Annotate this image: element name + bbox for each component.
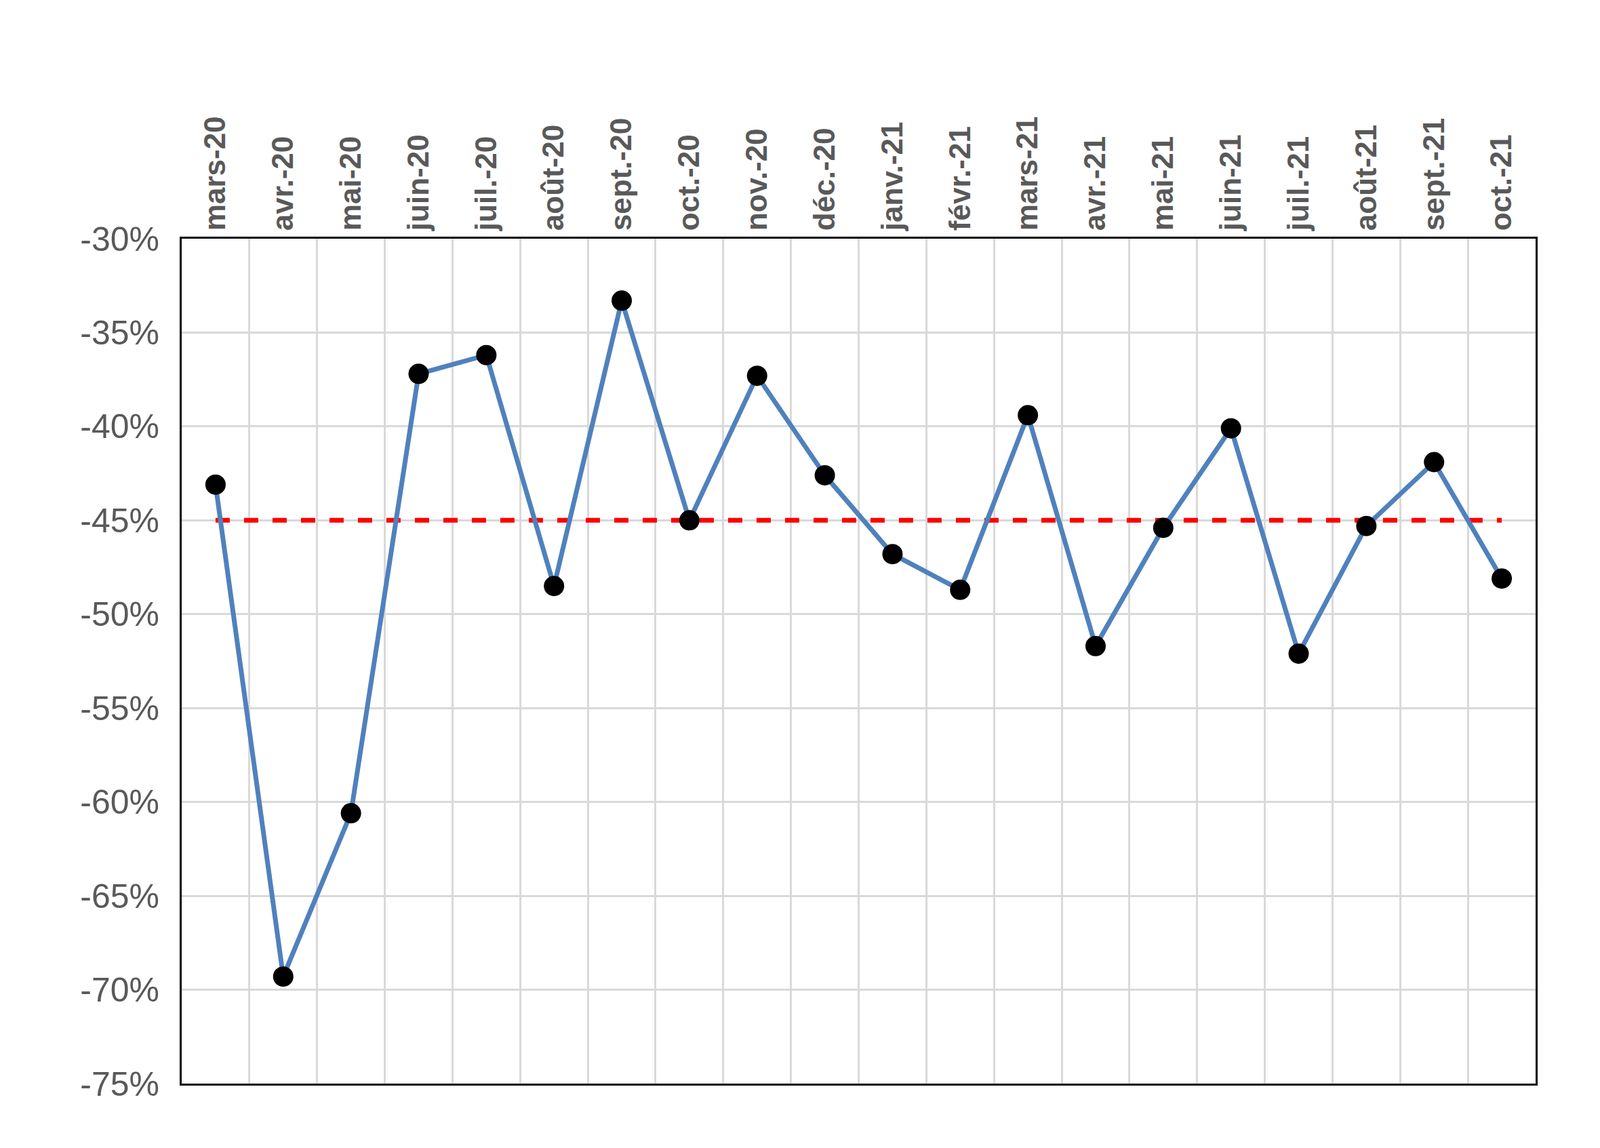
svg-text:-40%: -40% (80, 407, 160, 446)
svg-text:sept.-20: sept.-20 (604, 117, 638, 231)
svg-text:nov.-20: nov.-20 (739, 128, 773, 231)
svg-text:août-20: août-20 (536, 124, 570, 231)
svg-text:mars-20: mars-20 (197, 115, 232, 231)
svg-text:avr.-20: avr.-20 (265, 136, 299, 231)
svg-text:déc.-20: déc.-20 (807, 128, 841, 232)
svg-text:-45%: -45% (80, 501, 160, 540)
svg-text:juil.-20: juil.-20 (469, 136, 503, 232)
svg-text:-75%: -75% (80, 1065, 160, 1104)
svg-text:mars-21: mars-21 (1010, 115, 1044, 231)
svg-text:juin-20: juin-20 (401, 134, 435, 232)
svg-text:-55%: -55% (80, 689, 160, 728)
svg-text:-35%: -35% (80, 313, 160, 352)
svg-text:mai-20: mai-20 (333, 136, 367, 231)
svg-text:juin-21: juin-21 (1213, 134, 1247, 232)
svg-text:févr.-21: févr.-21 (943, 126, 977, 231)
svg-text:-30%: -30% (80, 220, 160, 259)
svg-text:juil.-21: juil.-21 (1281, 136, 1315, 232)
svg-text:mai-21: mai-21 (1145, 136, 1179, 231)
svg-text:-60%: -60% (80, 783, 160, 822)
svg-text:sept.-21: sept.-21 (1416, 117, 1451, 231)
svg-text:août-21: août-21 (1349, 124, 1383, 231)
svg-text:-65%: -65% (80, 877, 160, 916)
svg-text:oct.-21: oct.-21 (1484, 134, 1518, 231)
svg-text:-70%: -70% (80, 970, 160, 1009)
svg-text:avr.-21: avr.-21 (1077, 136, 1112, 231)
svg-text:janv.-21: janv.-21 (875, 122, 909, 232)
svg-text:oct.-20: oct.-20 (671, 134, 706, 231)
svg-text:-50%: -50% (80, 595, 160, 634)
